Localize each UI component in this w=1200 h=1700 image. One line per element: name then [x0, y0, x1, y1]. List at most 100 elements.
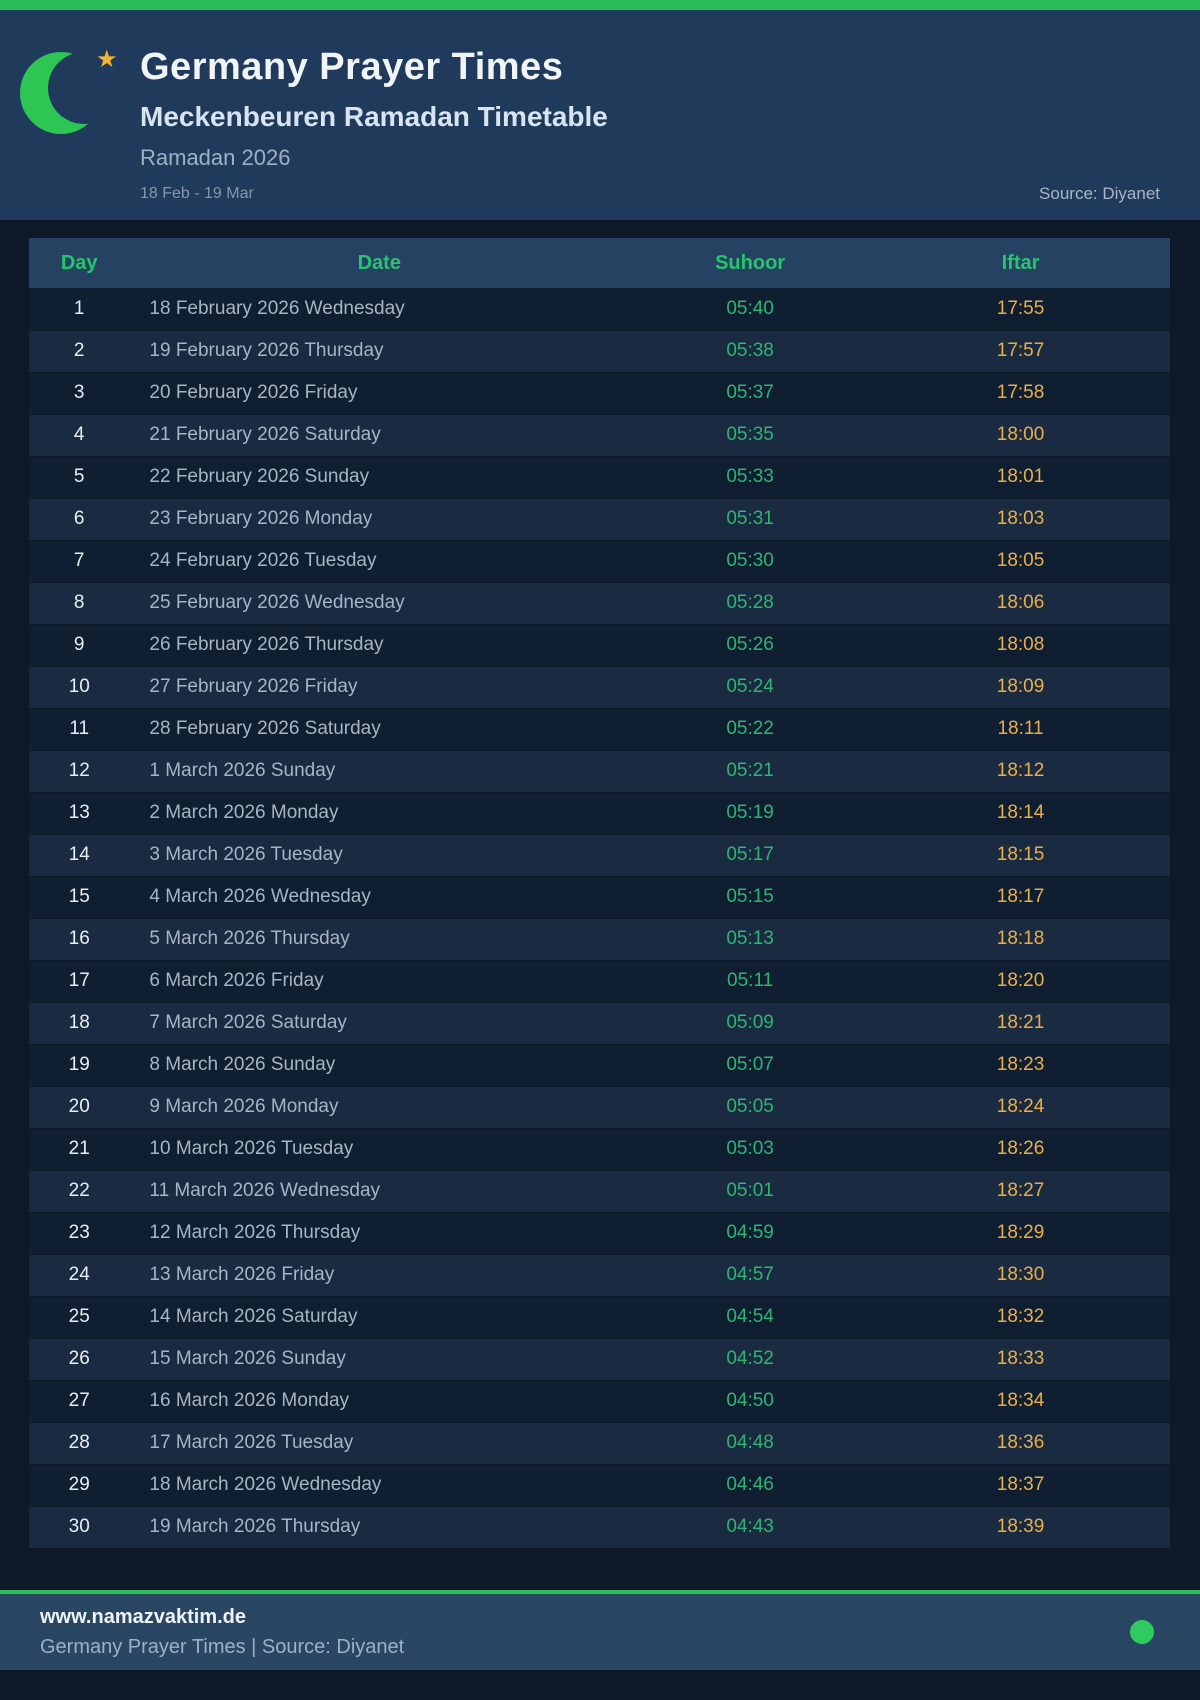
- suhoor-time-cell: 05:19: [726, 802, 774, 823]
- table-row: 26 15 March 2026 Sunday 04:52 18:33: [29, 1338, 1170, 1380]
- date-cell: 5 March 2026 Thursday: [149, 928, 350, 949]
- iftar-time-cell: 18:30: [996, 1264, 1045, 1285]
- iftar-time-cell: 18:26: [996, 1138, 1045, 1159]
- iftar-time-cell: 18:08: [996, 634, 1045, 655]
- day-cell: 26: [68, 1348, 90, 1369]
- date-cell: 7 March 2026 Saturday: [149, 1012, 347, 1033]
- date-cell: 2 March 2026 Monday: [149, 802, 339, 823]
- suhoor-time-cell: 04:46: [726, 1474, 774, 1495]
- suhoor-time-cell: 05:22: [726, 718, 774, 739]
- day-cell: 30: [68, 1516, 90, 1538]
- date-cell: 17 March 2026 Tuesday: [149, 1432, 354, 1453]
- date-cell: 10 March 2026 Tuesday: [149, 1138, 354, 1159]
- day-cell: 6: [73, 508, 85, 529]
- table-row: 19 8 March 2026 Sunday 05:07 18:23: [29, 1044, 1170, 1086]
- iftar-time-cell: 18:09: [996, 676, 1045, 697]
- iftar-time-cell: 17:58: [996, 382, 1045, 403]
- day-cell: 18: [68, 1012, 90, 1033]
- suhoor-time-cell: 05:30: [726, 550, 774, 571]
- iftar-time-cell: 18:33: [996, 1348, 1045, 1369]
- date-cell: 16 March 2026 Monday: [149, 1390, 350, 1411]
- day-cell: 4: [73, 424, 85, 445]
- iftar-time-cell: 18:20: [996, 970, 1045, 991]
- date-cell: 8 March 2026 Sunday: [149, 1054, 336, 1075]
- suhoor-time-cell: 05:31: [726, 508, 774, 529]
- day-cell: 13: [68, 802, 90, 823]
- date-cell: 12 March 2026 Thursday: [149, 1222, 361, 1243]
- day-cell: 12: [68, 760, 90, 781]
- day-cell: 2: [73, 340, 85, 361]
- date-cell: 24 February 2026 Tuesday: [149, 550, 377, 571]
- date-cell: 28 February 2026 Saturday: [149, 718, 381, 739]
- table-row: 12 1 March 2026 Sunday 05:21 18:12: [29, 750, 1170, 792]
- suhoor-time-cell: 05:13: [726, 928, 774, 949]
- page-footer: www.namazvaktim.de Germany Prayer Times …: [0, 1594, 1200, 1670]
- column-header-day: Day: [29, 238, 130, 288]
- table-row: 18 7 March 2026 Saturday 05:09 18:21: [29, 1002, 1170, 1044]
- date-cell: 26 February 2026 Thursday: [149, 634, 384, 655]
- iftar-time-cell: 17:55: [996, 297, 1045, 319]
- column-header-date: Date: [129, 238, 630, 288]
- day-cell: 1: [73, 297, 85, 319]
- suhoor-time-cell: 05:35: [726, 424, 774, 445]
- date-cell: 3 March 2026 Tuesday: [149, 844, 343, 865]
- day-cell: 7: [73, 550, 85, 571]
- date-cell: 22 February 2026 Sunday: [149, 466, 370, 487]
- table-row: 16 5 March 2026 Thursday 05:13 18:18: [29, 918, 1170, 960]
- day-cell: 22: [68, 1180, 90, 1201]
- day-cell: 21: [68, 1138, 90, 1159]
- crescent-moon-icon: [20, 52, 106, 134]
- date-cell: 1 March 2026 Sunday: [149, 760, 336, 781]
- iftar-time-cell: 18:39: [996, 1516, 1045, 1538]
- suhoor-time-cell: 05:24: [726, 676, 774, 697]
- page-subtitle: Meckenbeuren Ramadan Timetable: [140, 101, 608, 132]
- page-title: Germany Prayer Times: [140, 46, 564, 88]
- iftar-time-cell: 18:15: [996, 844, 1045, 865]
- star-icon: ★: [96, 46, 118, 73]
- website-url: www.namazvaktim.de: [40, 1605, 246, 1628]
- iftar-time-cell: 18:23: [996, 1054, 1045, 1075]
- suhoor-time-cell: 05:11: [727, 970, 774, 991]
- suhoor-time-cell: 04:48: [726, 1432, 774, 1453]
- suhoor-time-cell: 05:05: [726, 1096, 774, 1117]
- table-row: 3 20 February 2026 Friday 05:37 17:58: [29, 372, 1170, 414]
- column-header-suhoor: Suhoor: [629, 238, 872, 288]
- table-row: 4 21 February 2026 Saturday 05:35 18:00: [29, 414, 1170, 456]
- page-header: ★ Germany Prayer Times Meckenbeuren Rama…: [0, 10, 1200, 220]
- iftar-time-cell: 18:12: [996, 760, 1045, 781]
- column-header-iftar: Iftar: [871, 238, 1170, 288]
- suhoor-time-cell: 05:40: [726, 297, 774, 319]
- day-cell: 9: [73, 634, 85, 655]
- suhoor-time-cell: 05:37: [726, 382, 774, 403]
- table-row: 6 23 February 2026 Monday 05:31 18:03: [29, 498, 1170, 540]
- date-cell: 20 February 2026 Friday: [149, 382, 358, 403]
- table-row: 27 16 March 2026 Monday 04:50 18:34: [29, 1380, 1170, 1422]
- date-cell: 11 March 2026 Wednesday: [149, 1180, 381, 1201]
- suhoor-time-cell: 05:28: [726, 592, 774, 613]
- table-row: 25 14 March 2026 Saturday 04:54 18:32: [29, 1296, 1170, 1338]
- ramadan-year-label: Ramadan 2026: [140, 145, 291, 170]
- day-cell: 5: [73, 466, 85, 487]
- day-cell: 24: [68, 1264, 90, 1285]
- suhoor-time-cell: 05:26: [726, 634, 774, 655]
- iftar-time-cell: 18:34: [996, 1390, 1045, 1411]
- source-label: Source: Diyanet: [1039, 184, 1160, 203]
- date-cell: 4 March 2026 Wednesday: [149, 886, 371, 907]
- iftar-time-cell: 18:24: [996, 1096, 1045, 1117]
- prayer-times-table: Day Date Suhoor Iftar 1 18 February 2026 …: [29, 238, 1170, 1548]
- date-cell: 14 March 2026 Saturday: [149, 1306, 358, 1327]
- date-range-label: 18 Feb - 19 Mar: [140, 185, 254, 202]
- table-row: 13 2 March 2026 Monday 05:19 18:14: [29, 792, 1170, 834]
- suhoor-time-cell: 04:57: [726, 1264, 774, 1285]
- suhoor-time-cell: 05:03: [726, 1138, 774, 1159]
- footer-tagline: Germany Prayer Times | Source: Diyanet: [40, 1635, 405, 1658]
- date-cell: 18 March 2026 Wednesday: [149, 1474, 382, 1495]
- iftar-time-cell: 18:27: [996, 1180, 1045, 1201]
- day-cell: 19: [68, 1054, 90, 1075]
- date-cell: 18 February 2026 Wednesday: [149, 297, 405, 319]
- suhoor-time-cell: 05:15: [726, 886, 774, 907]
- day-cell: 20: [68, 1096, 90, 1117]
- table-row: 14 3 March 2026 Tuesday 05:17 18:15: [29, 834, 1170, 876]
- suhoor-time-cell: 05:07: [726, 1054, 774, 1075]
- table-row: 17 6 March 2026 Friday 05:11 18:20: [29, 960, 1170, 1002]
